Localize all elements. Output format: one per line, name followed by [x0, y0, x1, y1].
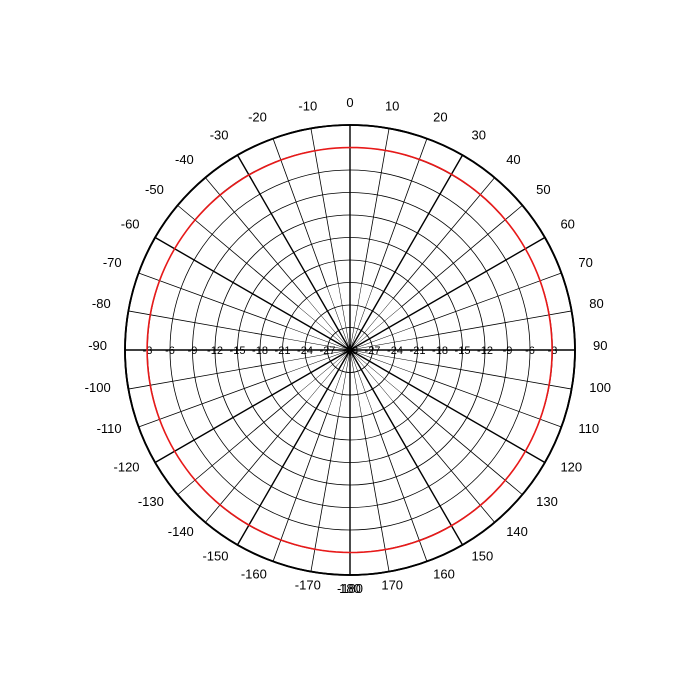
- radial-label-left: -9: [188, 345, 198, 357]
- spoke-minor: [178, 393, 299, 494]
- angle-label: 60: [560, 217, 574, 232]
- angle-label: 120: [560, 460, 582, 475]
- angle-label: -40: [175, 152, 194, 167]
- angle-label: -130: [138, 494, 164, 509]
- angle-label: -50: [145, 182, 164, 197]
- radial-label-right: -9: [503, 345, 513, 357]
- angle-label: -110: [97, 421, 122, 436]
- radial-label-left: -12: [207, 345, 223, 357]
- radial-label-right: -18: [432, 345, 448, 357]
- angle-label: -150: [202, 548, 228, 563]
- angle-label: -90: [88, 338, 107, 353]
- radial-label-left: -27: [320, 345, 336, 357]
- radial-label-right: -27: [365, 345, 381, 357]
- angle-label: 180: [339, 581, 361, 596]
- angle-label: 70: [578, 255, 592, 270]
- angle-label: -170: [295, 577, 321, 592]
- angle-label: -80: [92, 296, 111, 311]
- spoke-minor: [311, 416, 338, 571]
- angle-label: 100: [589, 380, 611, 395]
- angle-label: 80: [589, 296, 603, 311]
- angle-label: -10: [298, 99, 317, 114]
- spoke-minor: [362, 416, 389, 571]
- angle-label: -30: [210, 128, 229, 143]
- spoke-minor: [402, 205, 523, 306]
- angle-label: -140: [168, 524, 194, 539]
- spoke-minor: [393, 402, 494, 523]
- radial-label-right: -21: [410, 345, 426, 357]
- radial-label-left: -30: [342, 345, 358, 357]
- angle-label: 50: [536, 182, 550, 197]
- angle-label: -20: [248, 110, 267, 125]
- angle-label: 30: [472, 128, 486, 143]
- radial-label-left: -15: [230, 345, 246, 357]
- radial-label-right: -15: [455, 345, 471, 357]
- angle-label: 20: [433, 110, 447, 125]
- spoke-minor: [178, 205, 299, 306]
- radial-label-left: -24: [297, 345, 313, 357]
- angle-label: -120: [114, 460, 140, 475]
- spoke-minor: [311, 128, 338, 283]
- angle-label: -100: [85, 380, 111, 395]
- angle-label: 170: [381, 577, 403, 592]
- radial-label-left: -6: [165, 345, 175, 357]
- radial-label-left: -21: [275, 345, 291, 357]
- spoke-minor: [128, 311, 283, 338]
- angle-label: 160: [433, 566, 455, 581]
- angle-label: 10: [385, 99, 399, 114]
- angle-label: 110: [578, 421, 599, 436]
- angle-label: 140: [506, 524, 528, 539]
- angle-label: 150: [472, 548, 494, 563]
- spoke-minor: [393, 178, 494, 299]
- angle-label: 90: [593, 338, 607, 353]
- angle-label: 40: [506, 152, 520, 167]
- angle-label: -160: [241, 566, 267, 581]
- angle-label: 130: [536, 494, 558, 509]
- angle-label: -70: [103, 255, 122, 270]
- angle-label: 0: [346, 95, 353, 110]
- radial-label-right: -12: [477, 345, 493, 357]
- spoke-minor: [402, 393, 523, 494]
- angle-label: -60: [121, 217, 140, 232]
- spoke-minor: [362, 128, 389, 283]
- polar-radiation-chart: -18 0 -170 -160 -150 -140 -130 -120 -110 -100 -90 -…: [0, 0, 700, 700]
- radial-label-right: -24: [387, 345, 403, 357]
- radial-label-left: -18: [252, 345, 268, 357]
- spoke-minor: [128, 362, 283, 389]
- radial-label-right: -6: [525, 345, 535, 357]
